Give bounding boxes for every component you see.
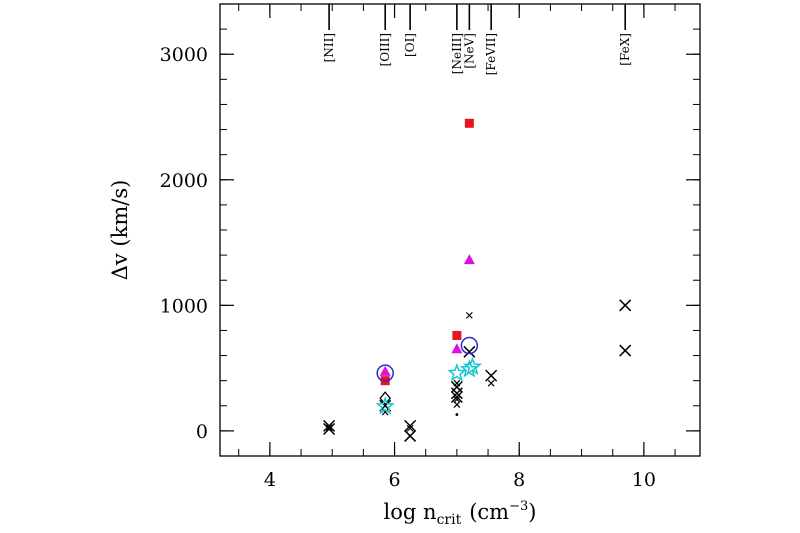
point-cross <box>450 390 463 404</box>
y-tick-label: 3000 <box>160 44 208 66</box>
point-diamond <box>379 391 392 406</box>
x-tick-label: 8 <box>513 469 525 491</box>
line-marker-label: [OIII] <box>378 33 392 66</box>
point-small-cross <box>453 379 461 387</box>
line-marker-label: [FeVII] <box>484 33 498 75</box>
point-small-cross <box>453 396 461 403</box>
point-cross <box>619 299 632 312</box>
major-ticks <box>220 4 700 456</box>
y-tick-label: 0 <box>196 421 208 443</box>
point-small-cross <box>325 424 333 432</box>
x-tick-labels: 4 6 8 10 <box>264 469 656 491</box>
y-tick-label: 1000 <box>160 295 208 317</box>
emission-line-markers: [NII] [OIII] [OI] [NeIII][NeV] [FeVII] [FeX] <box>322 4 632 75</box>
point-triangle <box>379 365 391 376</box>
y-tick-labels: 0 1000 2000 3000 <box>160 44 208 443</box>
x-tick-label: 10 <box>632 469 656 491</box>
line-marker-label: [NeV] <box>462 33 476 69</box>
y-axis-label: Δv (km/s) <box>108 180 132 281</box>
point-circle <box>376 364 394 382</box>
point-small-cross <box>381 408 389 416</box>
point-square <box>464 118 474 128</box>
point-cross <box>323 422 336 436</box>
point-dot <box>455 413 459 416</box>
point-cross <box>463 345 476 358</box>
point-cross <box>404 419 417 432</box>
x-tick-label: 4 <box>264 469 276 491</box>
line-marker-label: [NeIII] <box>450 33 464 74</box>
line-marker-label: [NII] <box>322 33 336 62</box>
point-cross <box>485 369 498 382</box>
y-tick-label: 2000 <box>160 170 208 192</box>
point-triangle <box>451 343 463 354</box>
point-cross <box>450 387 463 400</box>
point-square <box>452 330 462 340</box>
point-triangle <box>463 254 475 265</box>
point-star <box>375 396 395 415</box>
point-star <box>462 356 483 376</box>
data-points <box>323 118 632 442</box>
line-marker-label: [OI] <box>403 33 417 57</box>
x-tick-label: 6 <box>388 469 400 491</box>
line-marker-label: [FeX] <box>618 33 632 66</box>
point-small-cross <box>453 401 461 408</box>
point-cross <box>404 429 417 442</box>
point-circle <box>460 336 479 355</box>
point-small-cross <box>487 379 495 387</box>
point-small-cross <box>465 311 473 319</box>
point-small-cross <box>406 424 414 432</box>
point-cross <box>619 344 632 357</box>
point-cross <box>323 419 336 432</box>
point-star <box>447 363 467 382</box>
x-axis-label: log ncrit (cm−3) <box>384 499 537 528</box>
